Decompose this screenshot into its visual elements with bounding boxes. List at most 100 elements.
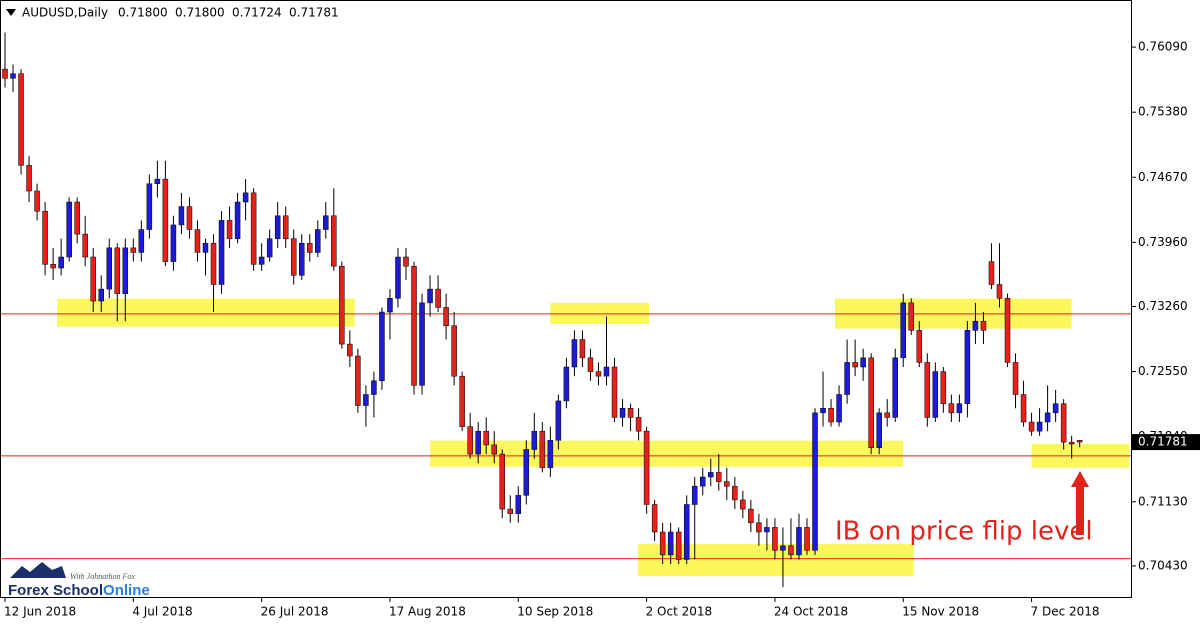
- menu-triangle: [6, 9, 16, 16]
- candle-body: [619, 408, 626, 418]
- candle-body: [290, 238, 297, 276]
- candle-body: [515, 495, 522, 514]
- candle-body: [339, 265, 345, 345]
- candle-body: [635, 417, 642, 432]
- candle-body: [724, 481, 730, 487]
- candle-body: [908, 302, 915, 331]
- candle-body: [443, 307, 449, 327]
- candle-body: [363, 394, 369, 406]
- candle-body: [1028, 421, 1035, 432]
- x-tick-label: 4 Jul 2018: [132, 605, 192, 619]
- candle-body: [98, 288, 104, 302]
- candle-body: [579, 339, 586, 359]
- candle-body: [980, 320, 987, 331]
- header-values: 0.71800 0.71800 0.71724 0.71781: [118, 6, 339, 20]
- candle-body: [892, 357, 898, 418]
- candle-body: [1052, 403, 1059, 414]
- candle-body: [595, 371, 602, 377]
- candle-body: [427, 288, 433, 304]
- y-tick-label: 0.73960: [1138, 235, 1188, 249]
- candle-body: [258, 256, 265, 265]
- candle-body: [178, 206, 185, 226]
- candle-body: [42, 210, 48, 265]
- candle-body: [780, 545, 786, 551]
- candle-body: [499, 453, 505, 510]
- candle-body: [587, 357, 594, 372]
- candle-body: [451, 325, 457, 377]
- candle-body: [643, 430, 650, 505]
- candle-body: [379, 311, 385, 382]
- candle-body: [50, 264, 56, 269]
- x-tick-label: 24 Oct 2018: [774, 605, 848, 619]
- candle-body: [1012, 362, 1019, 395]
- candle-body: [459, 375, 465, 427]
- candle-body: [194, 229, 201, 253]
- candle-body: [860, 357, 866, 368]
- candle-body: [531, 430, 538, 450]
- candle-body: [764, 527, 770, 533]
- candle-body: [130, 247, 137, 253]
- candle-body: [491, 444, 497, 455]
- candle-body: [138, 229, 145, 253]
- candle-body: [483, 430, 489, 446]
- candle-body: [395, 256, 401, 299]
- candle-body: [411, 265, 417, 386]
- candle-body: [298, 243, 305, 276]
- candle-body: [307, 243, 313, 253]
- candle-body: [331, 215, 337, 267]
- candle-body: [82, 233, 88, 258]
- watermark: With Johnathon Fox Forex SchoolOnline: [8, 562, 150, 599]
- candle-body: [916, 330, 923, 363]
- x-tick-label: 7 Dec 2018: [1031, 605, 1100, 619]
- candle-body: [34, 190, 40, 212]
- x-tick-label: 2 Oct 2018: [646, 605, 713, 619]
- candle-body: [603, 366, 610, 377]
- candle-body: [467, 426, 473, 455]
- candle-body: [282, 215, 289, 239]
- candle-body: [1044, 412, 1051, 423]
- candle-body: [266, 238, 273, 258]
- header-value: 0.71724: [232, 6, 282, 20]
- annotation-arrow: [1071, 471, 1089, 535]
- candle-body: [852, 362, 858, 368]
- candle-body: [555, 400, 562, 441]
- header-value: 0.71781: [289, 6, 339, 20]
- candle-body: [1036, 421, 1043, 432]
- x-tick-label: 12 Jun 2018: [4, 605, 76, 619]
- candle-body: [106, 247, 113, 290]
- candle-body: [226, 220, 233, 239]
- watermark-name-b: Online: [103, 582, 150, 599]
- candle-body: [114, 247, 121, 294]
- candle-body: [940, 371, 947, 404]
- candle-body: [403, 256, 409, 267]
- candle-body: [2, 68, 8, 79]
- candle-body: [788, 545, 794, 556]
- y-tick-label: 0.74670: [1138, 170, 1188, 184]
- y-tick-label: 0.75380: [1138, 105, 1188, 119]
- header-value: 0.71800: [118, 6, 168, 20]
- candle-body: [828, 408, 834, 423]
- candle-body: [1076, 440, 1083, 443]
- candle-body: [708, 472, 714, 478]
- candle-body: [772, 527, 778, 551]
- candle-body: [274, 215, 281, 239]
- candle-body: [716, 472, 722, 482]
- candle-body: [748, 508, 754, 524]
- candle-body: [435, 288, 441, 308]
- y-tick-label: 0.72550: [1138, 364, 1188, 378]
- candle-body: [242, 192, 249, 203]
- candle-body: [162, 178, 169, 262]
- watermark-name: Forex SchoolOnline: [8, 582, 150, 599]
- logo-icon: [10, 562, 66, 578]
- candle-body: [170, 224, 177, 262]
- candle-body: [699, 476, 706, 487]
- candle-body: [964, 330, 971, 404]
- candle-body: [347, 343, 353, 357]
- candle-body: [355, 355, 361, 406]
- candle-body: [1060, 403, 1067, 443]
- candle-body: [539, 430, 546, 469]
- header-value: 0.71800: [175, 6, 225, 20]
- candle-body: [924, 362, 931, 418]
- candle-body: [884, 412, 890, 418]
